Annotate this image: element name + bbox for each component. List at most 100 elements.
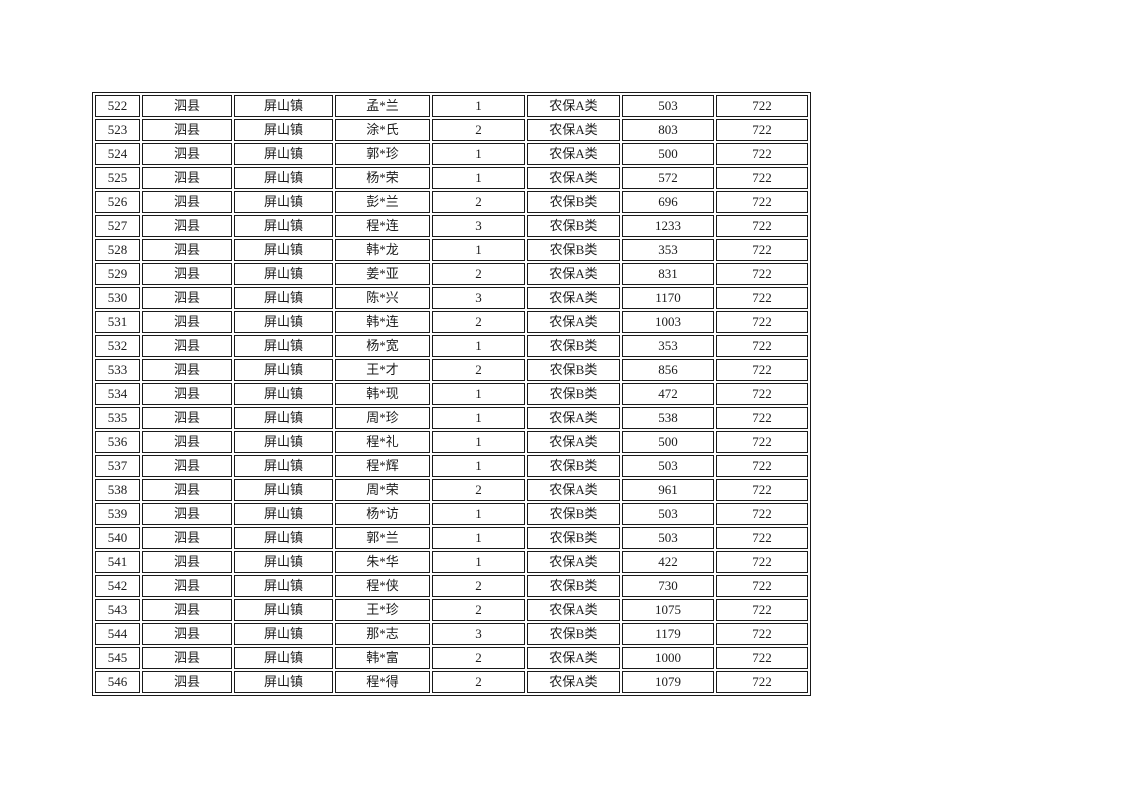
cell-name: 郭*珍 [335, 143, 430, 165]
table-row: 541 泗县 屏山镇 朱*华 1 农保A类 422 722 [95, 551, 808, 573]
cell-amount: 503 [622, 527, 714, 549]
cell-count: 3 [432, 215, 525, 237]
cell-name: 韩*富 [335, 647, 430, 669]
cell-name: 周*荣 [335, 479, 430, 501]
cell-county: 泗县 [142, 143, 232, 165]
cell-count: 1 [432, 503, 525, 525]
cell-code: 722 [716, 263, 808, 285]
cell-seq: 527 [95, 215, 140, 237]
cell-town: 屏山镇 [234, 119, 333, 141]
cell-count: 2 [432, 119, 525, 141]
cell-category: 农保A类 [527, 647, 620, 669]
cell-count: 2 [432, 647, 525, 669]
cell-category: 农保B类 [527, 239, 620, 261]
cell-category: 农保A类 [527, 311, 620, 333]
cell-town: 屏山镇 [234, 647, 333, 669]
cell-seq: 539 [95, 503, 140, 525]
cell-county: 泗县 [142, 599, 232, 621]
cell-county: 泗县 [142, 623, 232, 645]
cell-seq: 545 [95, 647, 140, 669]
cell-count: 3 [432, 623, 525, 645]
cell-county: 泗县 [142, 167, 232, 189]
cell-town: 屏山镇 [234, 143, 333, 165]
cell-count: 2 [432, 479, 525, 501]
cell-county: 泗县 [142, 335, 232, 357]
table-row: 539 泗县 屏山镇 杨*访 1 农保B类 503 722 [95, 503, 808, 525]
cell-amount: 1179 [622, 623, 714, 645]
cell-category: 农保B类 [527, 623, 620, 645]
cell-code: 722 [716, 527, 808, 549]
cell-seq: 536 [95, 431, 140, 453]
cell-category: 农保B类 [527, 359, 620, 381]
cell-name: 郭*兰 [335, 527, 430, 549]
cell-amount: 1000 [622, 647, 714, 669]
cell-amount: 803 [622, 119, 714, 141]
cell-count: 1 [432, 551, 525, 573]
cell-name: 姜*亚 [335, 263, 430, 285]
cell-county: 泗县 [142, 671, 232, 693]
cell-amount: 503 [622, 95, 714, 117]
table-row: 536 泗县 屏山镇 程*礼 1 农保A类 500 722 [95, 431, 808, 453]
cell-code: 722 [716, 119, 808, 141]
cell-seq: 532 [95, 335, 140, 357]
cell-code: 722 [716, 95, 808, 117]
cell-name: 王*珍 [335, 599, 430, 621]
table-row: 543 泗县 屏山镇 王*珍 2 农保A类 1075 722 [95, 599, 808, 621]
cell-count: 2 [432, 671, 525, 693]
cell-seq: 544 [95, 623, 140, 645]
cell-amount: 500 [622, 431, 714, 453]
cell-count: 1 [432, 431, 525, 453]
table-row: 544 泗县 屏山镇 那*志 3 农保B类 1179 722 [95, 623, 808, 645]
cell-category: 农保B类 [527, 527, 620, 549]
cell-amount: 696 [622, 191, 714, 213]
cell-amount: 353 [622, 335, 714, 357]
cell-amount: 1170 [622, 287, 714, 309]
cell-category: 农保A类 [527, 551, 620, 573]
cell-code: 722 [716, 383, 808, 405]
cell-seq: 531 [95, 311, 140, 333]
cell-name: 韩*现 [335, 383, 430, 405]
cell-code: 722 [716, 407, 808, 429]
cell-amount: 1003 [622, 311, 714, 333]
cell-seq: 530 [95, 287, 140, 309]
cell-amount: 472 [622, 383, 714, 405]
cell-category: 农保A类 [527, 407, 620, 429]
table-row: 531 泗县 屏山镇 韩*连 2 农保A类 1003 722 [95, 311, 808, 333]
cell-amount: 1079 [622, 671, 714, 693]
cell-amount: 961 [622, 479, 714, 501]
cell-count: 1 [432, 383, 525, 405]
cell-category: 农保A类 [527, 431, 620, 453]
cell-count: 2 [432, 263, 525, 285]
cell-category: 农保B类 [527, 455, 620, 477]
cell-county: 泗县 [142, 575, 232, 597]
cell-town: 屏山镇 [234, 551, 333, 573]
cell-county: 泗县 [142, 503, 232, 525]
cell-category: 农保A类 [527, 671, 620, 693]
table-row: 542 泗县 屏山镇 程*侠 2 农保B类 730 722 [95, 575, 808, 597]
cell-category: 农保A类 [527, 599, 620, 621]
cell-amount: 500 [622, 143, 714, 165]
cell-town: 屏山镇 [234, 479, 333, 501]
cell-category: 农保A类 [527, 119, 620, 141]
cell-county: 泗县 [142, 551, 232, 573]
cell-category: 农保B类 [527, 503, 620, 525]
cell-seq: 533 [95, 359, 140, 381]
table-row: 526 泗县 屏山镇 彭*兰 2 农保B类 696 722 [95, 191, 808, 213]
cell-count: 1 [432, 527, 525, 549]
cell-category: 农保B类 [527, 383, 620, 405]
table-row: 537 泗县 屏山镇 程*辉 1 农保B类 503 722 [95, 455, 808, 477]
cell-category: 农保A类 [527, 263, 620, 285]
cell-seq: 535 [95, 407, 140, 429]
cell-code: 722 [716, 455, 808, 477]
cell-seq: 523 [95, 119, 140, 141]
cell-count: 1 [432, 95, 525, 117]
cell-town: 屏山镇 [234, 263, 333, 285]
cell-code: 722 [716, 575, 808, 597]
cell-county: 泗县 [142, 407, 232, 429]
cell-county: 泗县 [142, 479, 232, 501]
cell-county: 泗县 [142, 239, 232, 261]
cell-count: 2 [432, 575, 525, 597]
table-container: 522 泗县 屏山镇 孟*兰 1 农保A类 503 722 523 泗县 屏山镇 涂*氏 2 农保A类 80… [92, 92, 811, 696]
cell-name: 王*才 [335, 359, 430, 381]
